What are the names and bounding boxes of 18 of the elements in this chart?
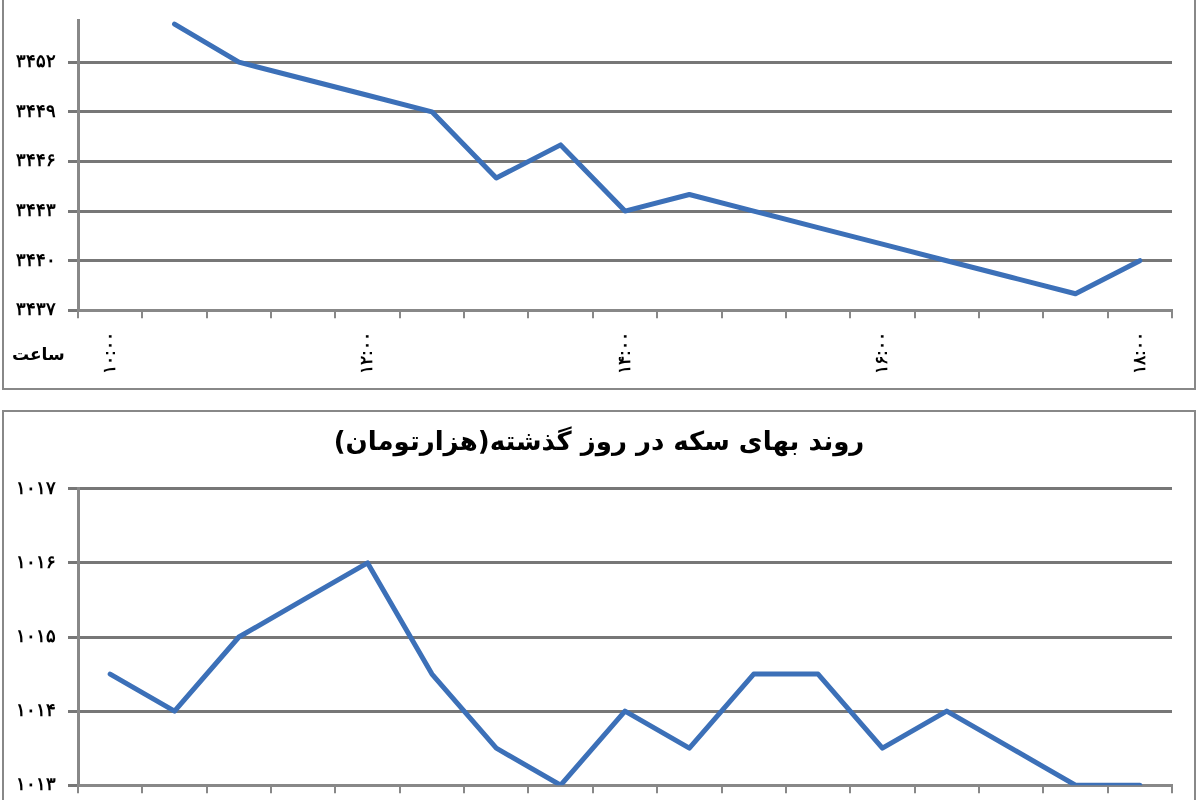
y-tick-label: ۳۴۴۹ [16,100,56,121]
y-tick-label: ۱۰۱۷ [16,477,56,498]
y-tick-label: ۳۴۵۲ [16,51,56,72]
y-tick-label: ۳۴۴۰ [16,249,56,270]
x-axis-title: ساعت [12,343,65,364]
x-tick-label: ۱۲:۰۰ [357,332,377,375]
y-tick-label: ۱۰۱۴ [16,700,56,721]
x-tick-label: ۱۰:۰۰ [99,332,119,375]
y-tick-label: ۱۰۱۳ [16,774,56,795]
x-tick-label: ۱۴:۰۰ [614,332,634,375]
x-tick-label: ۱۸:۰۰ [1129,332,1149,375]
y-tick-label: ۳۴۴۶ [16,150,56,171]
chart-title: روند بهای سکه در روز گذشته(هزارتومان) [332,426,866,459]
y-tick-label: ۱۰۱۶ [16,551,56,572]
x-tick-label: ۱۶:۰۰ [872,332,892,375]
y-tick-label: ۱۰۱۵ [16,625,56,646]
y-tick-label: ۳۴۳۷ [16,299,56,320]
y-tick-label: ۳۴۴۳ [16,200,56,221]
